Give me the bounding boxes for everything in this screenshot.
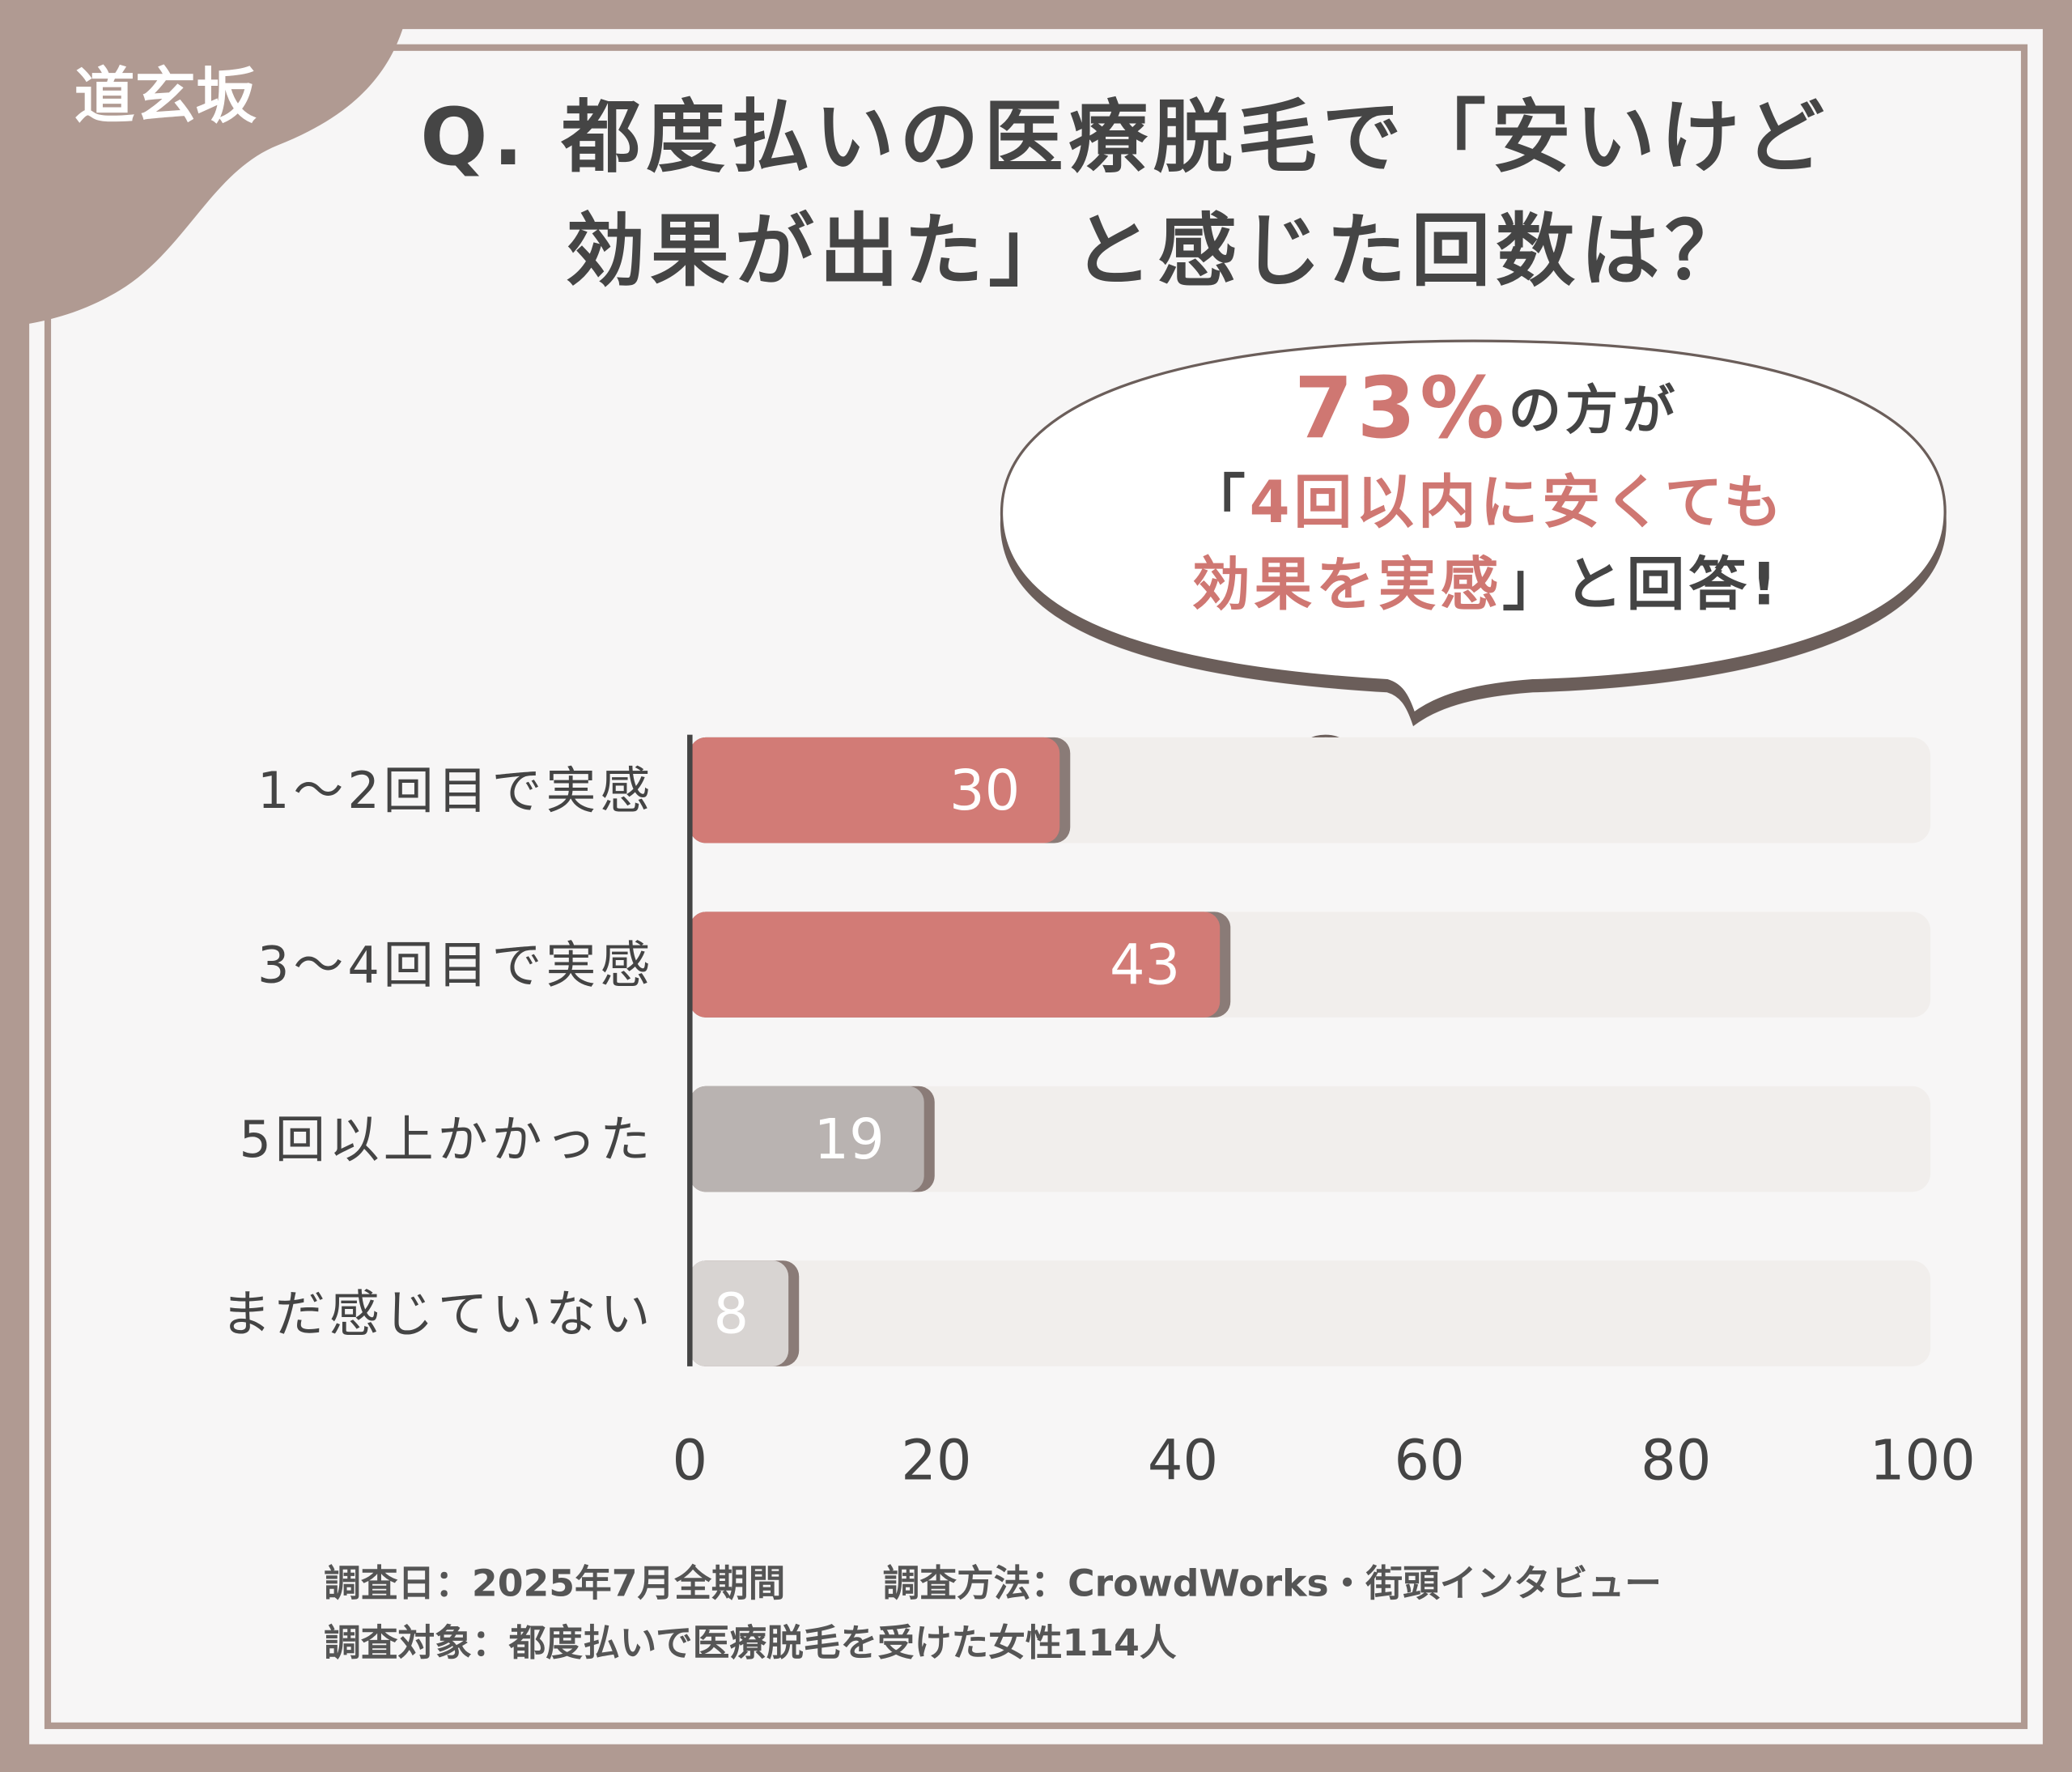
panel	[29, 28, 2043, 1744]
x-tick-label: 0	[673, 1429, 708, 1494]
callout-text: 73%の方が	[1294, 359, 1679, 457]
callout-text: 「4回以内に安くても	[1187, 468, 1786, 536]
brand: 道玄坂	[74, 61, 257, 132]
callout-segment: 4回以内に安くても	[1250, 468, 1786, 536]
chart-title: 効果が出た」と感じた回数は？	[566, 206, 1750, 298]
bar	[690, 911, 1221, 1018]
bar-track	[690, 1086, 1931, 1192]
value-label: 30	[949, 759, 1020, 823]
callout-bubble	[1000, 339, 1947, 716]
footnote: 調査対象：都度払いで医療脱毛を受けた女性114人	[324, 1621, 1177, 1664]
footnote: 調査日：2025年7月全期間	[324, 1562, 785, 1604]
callout-segment: 効果を実感	[1192, 550, 1503, 618]
callout-text: 効果を実感」と回答!	[1192, 550, 1781, 618]
value-label: 19	[813, 1107, 884, 1172]
bar	[690, 1260, 789, 1366]
bar	[690, 1086, 924, 1192]
x-tick-label: 60	[1395, 1429, 1465, 1494]
bar-track	[690, 1260, 1931, 1366]
y-tick-label: 1～2回目で実感	[257, 761, 654, 820]
callout-segment: の方が	[1509, 380, 1679, 441]
corner-badge	[0, 0, 410, 328]
panel-border	[44, 44, 2028, 1729]
value-label: 43	[1110, 933, 1180, 998]
y-tick-label: 3～4回目で実感	[257, 936, 654, 995]
callout-segment: 73%	[1294, 359, 1509, 457]
chart-title: Q. 都度払いの医療脱毛で「安いけど	[420, 91, 1829, 184]
x-tick-label: 40	[1148, 1429, 1218, 1494]
x-tick-label: 80	[1641, 1429, 1711, 1494]
y-tick-label: まだ感じていない	[221, 1285, 654, 1344]
bar	[690, 737, 1060, 844]
y-tick-label: 5回以上かかった	[239, 1110, 654, 1169]
footnote: 調査方法：CrowdWorks・街頭インタビュー	[883, 1562, 1662, 1604]
callout-segment: 「	[1187, 468, 1250, 536]
value-label: 8	[714, 1281, 749, 1346]
x-tick-label: 100	[1870, 1429, 1976, 1494]
x-tick-label: 20	[901, 1429, 971, 1494]
callout-segment: 」と回答!	[1502, 550, 1781, 618]
